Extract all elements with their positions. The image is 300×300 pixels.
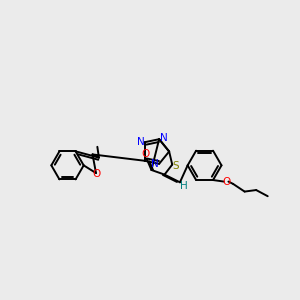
Text: N: N (160, 133, 168, 142)
Text: N: N (137, 137, 145, 147)
Text: O: O (141, 149, 149, 159)
Text: N: N (152, 159, 159, 169)
Text: O: O (93, 169, 101, 179)
Text: O: O (223, 177, 231, 187)
Text: H: H (180, 181, 188, 191)
Text: S: S (173, 161, 179, 171)
